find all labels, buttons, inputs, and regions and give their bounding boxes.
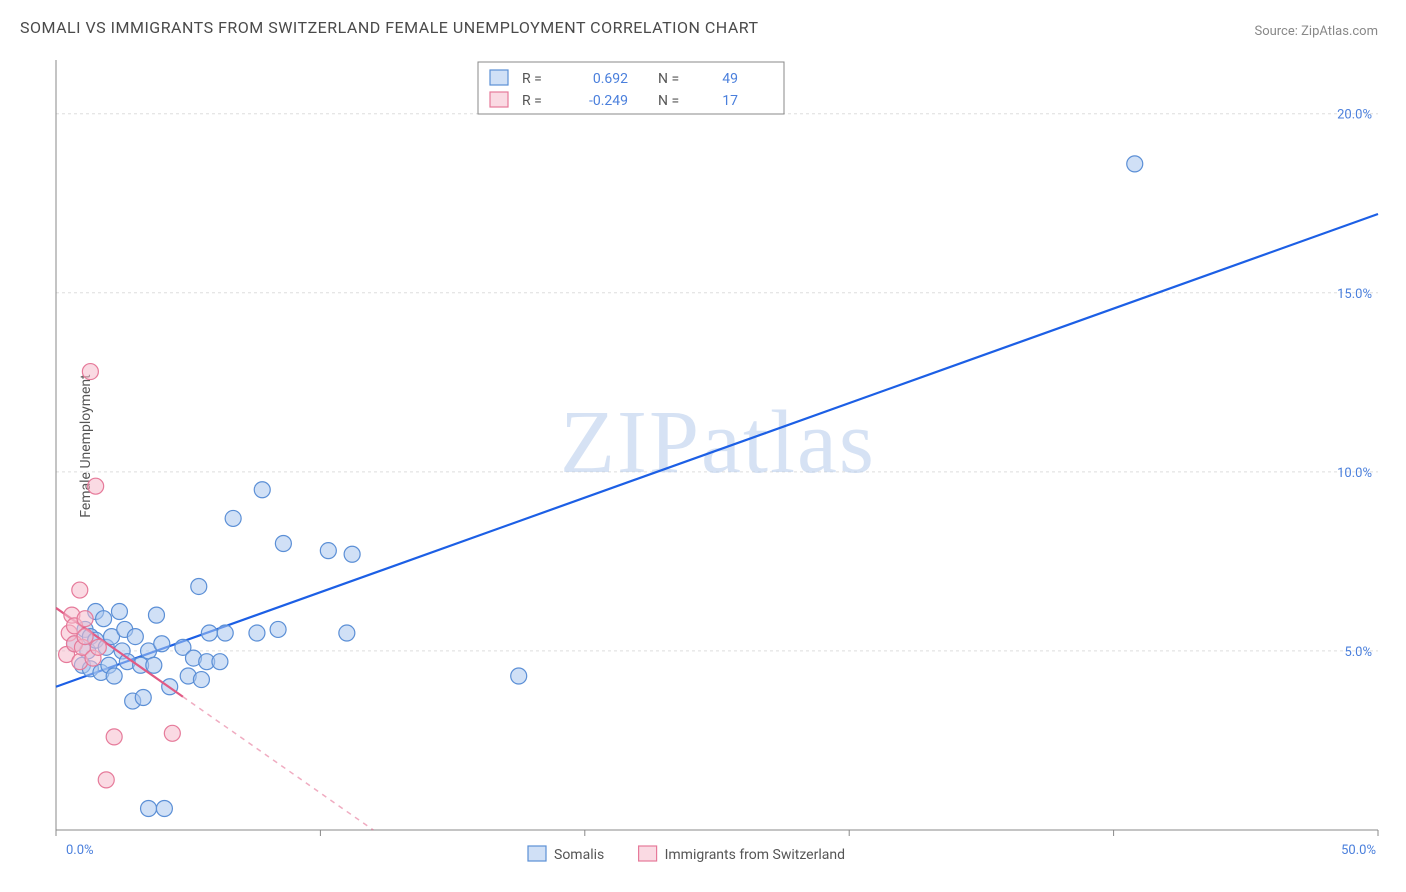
legend-series-label: Somalis — [554, 847, 604, 862]
legend-r-label: R = — [522, 71, 542, 87]
data-point — [193, 672, 209, 688]
data-point — [154, 636, 170, 652]
data-point — [249, 625, 265, 641]
scatter-chart: 5.0% 10.0% 15.0% 20.0% 0.0% 50.0% ZIPatlas R = 0… — [48, 52, 1386, 862]
legend-r-value: 0.692 — [593, 71, 628, 87]
data-point — [320, 543, 336, 559]
trend-line-extrapolated — [183, 697, 373, 830]
data-point — [164, 725, 180, 741]
data-point — [146, 657, 162, 673]
legend-swatch — [490, 70, 508, 85]
legend-n-value: 17 — [722, 93, 738, 109]
legend-n-value: 49 — [722, 71, 738, 87]
data-point — [201, 625, 217, 641]
data-point — [141, 801, 157, 817]
source-attribution: Source: ZipAtlas.com — [1254, 24, 1378, 39]
data-point — [111, 604, 127, 620]
data-point — [82, 364, 98, 380]
legend-n-label: N = — [658, 71, 679, 87]
chart-area: 5.0% 10.0% 15.0% 20.0% 0.0% 50.0% ZIPatlas R = 0… — [48, 52, 1386, 862]
data-point — [225, 510, 241, 526]
x-tick-label: 50.0% — [1341, 843, 1376, 858]
data-point — [135, 689, 151, 705]
data-point — [72, 582, 88, 598]
legend-r-value: -0.249 — [589, 93, 628, 109]
data-point — [77, 629, 93, 645]
data-point — [254, 482, 270, 498]
x-tick-label: 0.0% — [66, 843, 94, 858]
data-point — [77, 611, 93, 627]
legend-n-label: N = — [658, 93, 679, 109]
y-tick-label: 10.0% — [1337, 466, 1372, 481]
data-point — [148, 607, 164, 623]
data-point — [106, 729, 122, 745]
watermark: ZIPatlas — [560, 393, 876, 492]
data-point — [212, 654, 228, 670]
data-point — [88, 478, 104, 494]
correlation-legend: R = 0.692 N = 49 R = -0.249 N = 17 — [478, 62, 784, 114]
y-tick-label: 5.0% — [1344, 645, 1372, 660]
legend-swatch — [490, 92, 508, 107]
data-point — [106, 668, 122, 684]
data-point — [191, 578, 207, 594]
data-point — [98, 772, 114, 788]
legend-series-label: Immigrants from Switzerland — [665, 847, 845, 862]
y-tick-label: 15.0% — [1337, 287, 1372, 302]
data-point — [156, 801, 172, 817]
data-point — [90, 639, 106, 655]
legend-swatch — [639, 846, 657, 861]
data-point — [344, 546, 360, 562]
data-point — [127, 629, 143, 645]
legend-r-label: R = — [522, 93, 542, 109]
data-point — [1127, 156, 1143, 172]
data-point — [275, 535, 291, 551]
chart-title: SOMALI VS IMMIGRANTS FROM SWITZERLAND FE… — [20, 18, 759, 37]
legend-swatch — [528, 846, 546, 861]
series-legend: Somalis Immigrants from Switzerland — [528, 846, 845, 862]
data-point — [96, 611, 112, 627]
trend-line — [56, 214, 1378, 687]
y-tick-label: 20.0% — [1337, 108, 1372, 123]
data-point — [217, 625, 233, 641]
data-point — [270, 621, 286, 637]
data-point — [511, 668, 527, 684]
data-point — [339, 625, 355, 641]
